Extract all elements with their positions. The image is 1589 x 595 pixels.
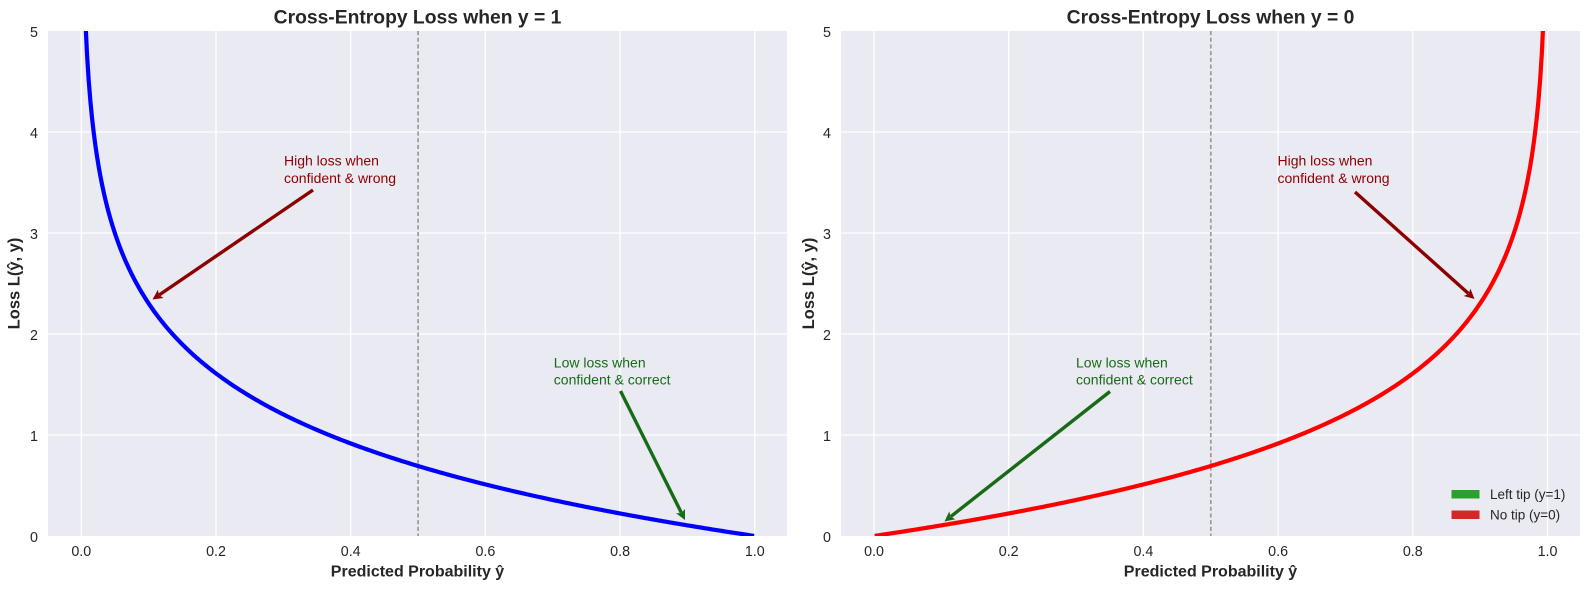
svg-text:Cross-Entropy Loss when y = 1: Cross-Entropy Loss when y = 1 — [274, 8, 562, 29]
svg-text:0: 0 — [30, 530, 38, 546]
svg-text:4: 4 — [823, 126, 831, 142]
svg-text:1: 1 — [823, 429, 831, 445]
svg-text:0.8: 0.8 — [610, 544, 630, 560]
svg-text:0.8: 0.8 — [1403, 544, 1423, 560]
svg-text:0.4: 0.4 — [1133, 544, 1153, 560]
svg-text:0: 0 — [823, 530, 831, 546]
svg-text:5: 5 — [30, 25, 38, 41]
svg-text:Low loss when: Low loss when — [1076, 354, 1168, 370]
svg-text:0.0: 0.0 — [864, 544, 884, 560]
svg-text:confident & correct: confident & correct — [1076, 372, 1193, 388]
svg-text:1.0: 1.0 — [1538, 544, 1558, 560]
svg-text:0.6: 0.6 — [475, 544, 495, 560]
svg-text:2: 2 — [30, 328, 38, 344]
svg-text:0.2: 0.2 — [206, 544, 226, 560]
svg-text:0.4: 0.4 — [341, 544, 361, 560]
svg-text:3: 3 — [30, 227, 38, 243]
svg-text:1.0: 1.0 — [745, 544, 765, 560]
svg-text:High loss when: High loss when — [284, 153, 379, 169]
svg-text:0.2: 0.2 — [999, 544, 1019, 560]
svg-text:0.6: 0.6 — [1268, 544, 1288, 560]
svg-text:Left tip (y=1): Left tip (y=1) — [1490, 487, 1565, 502]
svg-text:Cross-Entropy Loss when y = 0: Cross-Entropy Loss when y = 0 — [1067, 8, 1355, 29]
svg-text:1: 1 — [30, 429, 38, 445]
svg-text:Predicted Probability ŷ: Predicted Probability ŷ — [1124, 564, 1297, 581]
svg-text:4: 4 — [30, 126, 38, 142]
svg-text:Loss L(ŷ, y): Loss L(ŷ, y) — [6, 238, 24, 330]
svg-text:3: 3 — [823, 227, 831, 243]
svg-text:confident & correct: confident & correct — [554, 372, 671, 388]
svg-text:5: 5 — [823, 25, 831, 41]
svg-text:2: 2 — [823, 328, 831, 344]
svg-text:confident & wrong: confident & wrong — [1278, 170, 1390, 186]
svg-text:confident & wrong: confident & wrong — [284, 170, 396, 186]
svg-text:Predicted Probability ŷ: Predicted Probability ŷ — [331, 564, 504, 581]
svg-text:No tip (y=0): No tip (y=0) — [1490, 508, 1560, 523]
svg-text:High loss when: High loss when — [1278, 153, 1373, 169]
svg-text:0.0: 0.0 — [71, 544, 91, 560]
svg-text:Low loss when: Low loss when — [554, 354, 646, 370]
svg-text:Loss L(ŷ, y): Loss L(ŷ, y) — [800, 238, 818, 330]
